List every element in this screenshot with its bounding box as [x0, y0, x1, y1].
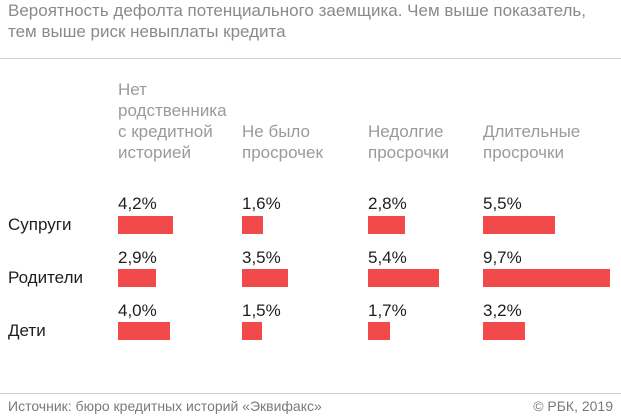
bar: [483, 216, 555, 234]
value-label: 1,5%: [242, 301, 281, 320]
value-label: 3,2%: [483, 301, 522, 320]
row-label-1: Супруги: [8, 215, 72, 234]
bar: [242, 322, 262, 340]
column-header-1: Нет родственника с кредитной историей: [118, 80, 227, 162]
bar: [368, 322, 390, 340]
bar: [118, 269, 156, 287]
row-label-2: Родители: [8, 268, 83, 287]
bar: [368, 216, 405, 234]
bar: [242, 269, 288, 287]
row-label-3: Дети: [8, 321, 46, 340]
source-note: Источник: бюро кредитных историй «Эквифа…: [8, 398, 322, 414]
bar: [368, 269, 439, 287]
chart-title: Вероятность дефолта потенциального заемщ…: [8, 1, 587, 41]
value-label: 2,9%: [118, 248, 157, 267]
bar: [242, 216, 263, 234]
bar: [483, 322, 525, 340]
bar: [483, 269, 610, 287]
bar: [118, 322, 170, 340]
value-label: 5,5%: [483, 194, 522, 213]
value-label: 4,2%: [118, 194, 157, 213]
top-divider: [0, 58, 621, 59]
value-label: 3,5%: [242, 248, 281, 267]
bottom-divider: [0, 393, 621, 394]
value-label: 9,7%: [483, 248, 522, 267]
value-label: 2,8%: [368, 194, 407, 213]
value-label: 4,0%: [118, 301, 157, 320]
copyright-note: © РБК, 2019: [533, 398, 613, 414]
value-label: 1,6%: [242, 194, 281, 213]
value-label: 5,4%: [368, 248, 407, 267]
bar: [118, 216, 173, 234]
column-header-3: Недолгие просрочки: [368, 122, 449, 162]
value-label: 1,7%: [368, 301, 407, 320]
column-header-4: Длительные просрочки: [483, 122, 581, 162]
column-header-2: Не было просрочек: [242, 122, 323, 162]
